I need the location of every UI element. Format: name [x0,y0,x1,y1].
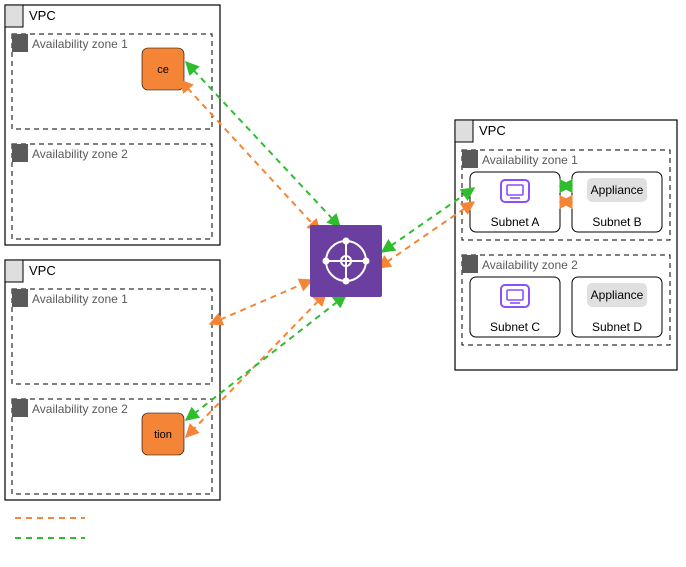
appliance-label: Appliance [591,183,644,197]
node-source: ce [142,48,184,90]
vpc-vpc2: VPC Availability zone 1 Availability zone … [5,260,220,500]
edge-e2 [186,62,340,227]
az-label: Availability zone 2 [32,402,128,416]
edge-e1 [180,80,320,232]
az-label: Availability zone 2 [32,147,128,161]
az-label: Availability zone 1 [32,292,128,306]
az-vpc1-az2: Availability zone 2 [12,144,212,239]
subnet-subD: Subnet D Appliance [572,277,662,337]
subnet-label: Subnet C [490,320,540,334]
subnet-subA: Subnet A [470,172,560,232]
vpc-label: VPC [479,123,506,138]
edge-e4 [382,188,474,252]
az-label: Availability zone 2 [482,258,578,272]
subnet-subC: Subnet C [470,277,560,337]
subnet-label: Subnet D [592,320,642,334]
node-dest: tion [142,413,184,455]
edge-e8 [186,295,346,420]
edge-e9 [210,280,312,324]
legend [15,518,85,538]
subnet-subB: Subnet B Appliance [572,172,662,232]
az-label: Availability zone 1 [32,37,128,51]
appliance-label: Appliance [591,288,644,302]
vpc-label: VPC [29,8,56,23]
node-label: ce [157,64,169,76]
subnet-label: Subnet A [491,215,540,229]
az-label: Availability zone 1 [482,153,578,167]
subnet-label: Subnet B [592,215,641,229]
az-vpc2-az1: Availability zone 1 [12,289,212,384]
network-diagram: VPC Availability zone 1 Availability zone … [0,0,686,567]
transit-gateway-icon [310,225,382,297]
vpc-vpc1: VPC Availability zone 1 Availability zone … [5,5,220,245]
node-label: tion [154,429,172,441]
edge-e3 [378,202,474,268]
vpc-label: VPC [29,263,56,278]
